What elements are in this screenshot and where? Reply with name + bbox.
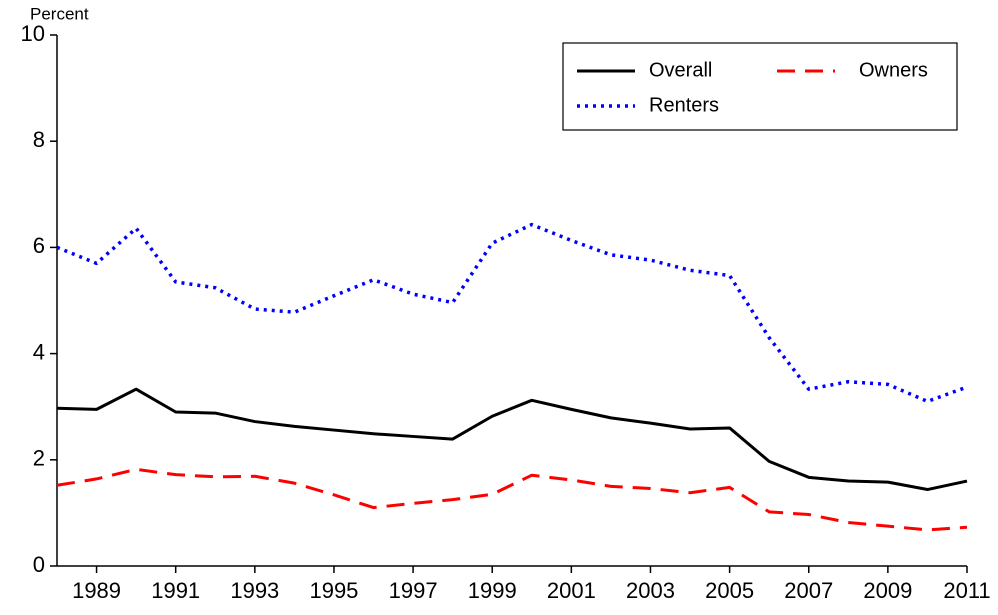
x-tick-label: 2011 (943, 578, 990, 603)
legend-box (562, 42, 958, 131)
y-tick-label: 4 (33, 339, 45, 364)
x-tick-label: 2001 (547, 578, 596, 603)
legend-label: Owners (859, 59, 928, 81)
data-line (56, 222, 968, 404)
y-tick-label: 10 (21, 21, 45, 46)
x-tick-label: 1999 (468, 578, 517, 603)
x-tick-label: 1995 (309, 578, 358, 603)
x-tick-label: 2007 (784, 578, 833, 603)
y-tick-label: 0 (33, 552, 45, 577)
x-tick-label: 1991 (151, 578, 200, 603)
y-tick-label: 6 (33, 233, 45, 258)
x-tick-label: 2003 (626, 578, 675, 603)
legend-label: Overall (649, 59, 712, 81)
y-tick-label: 2 (33, 446, 45, 471)
x-tick-label: 2009 (863, 578, 912, 603)
x-tick-label: 1993 (230, 578, 279, 603)
x-tick-label: 2005 (705, 578, 754, 603)
y-axis-label: Percent (30, 4, 89, 23)
data-line (56, 467, 968, 532)
data-line (56, 387, 968, 492)
legend-label: Renters (649, 94, 719, 116)
x-tick-label: 1989 (72, 578, 121, 603)
y-tick-label: 8 (33, 127, 45, 152)
x-tick-label: 1997 (389, 578, 438, 603)
